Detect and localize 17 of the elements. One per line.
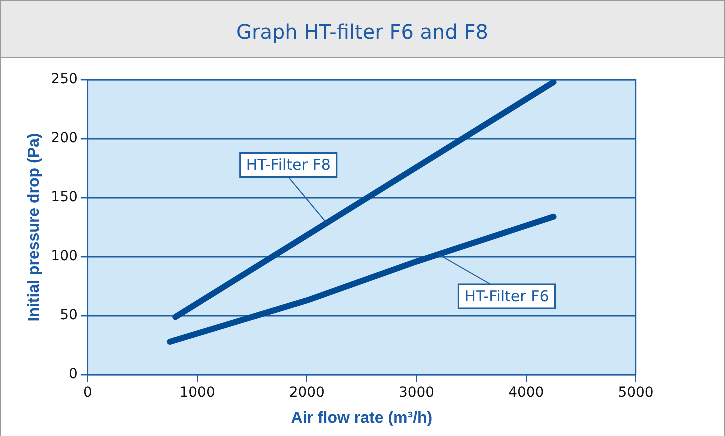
x-axis-title: Air flow rate (m³/h) — [291, 410, 433, 427]
y-tick-label: 150 — [51, 190, 78, 206]
y-tick-label: 0 — [69, 366, 78, 383]
x-tick-label: 3000 — [398, 385, 435, 402]
y-tick-label: 50 — [60, 308, 78, 324]
y-tick-label: 100 — [51, 248, 78, 265]
y-tick-label: 200 — [51, 130, 78, 147]
text: HT-Filter F8 — [246, 156, 331, 174]
x-tick-label: 5000 — [618, 385, 654, 402]
x-tick-label: 2000 — [289, 385, 325, 402]
y-tick-label: 250 — [51, 72, 78, 88]
text: HT-Filter F6 — [464, 287, 550, 306]
x-tick-label: 4000 — [508, 385, 544, 402]
x-tick-label: 1000 — [180, 385, 216, 402]
y-axis-title: Initial pressure drop (Pa) — [26, 133, 44, 322]
chart-title: Graph HT-filter F6 and F8 — [1, 1, 724, 58]
x-tick-label: 0 — [83, 385, 92, 402]
